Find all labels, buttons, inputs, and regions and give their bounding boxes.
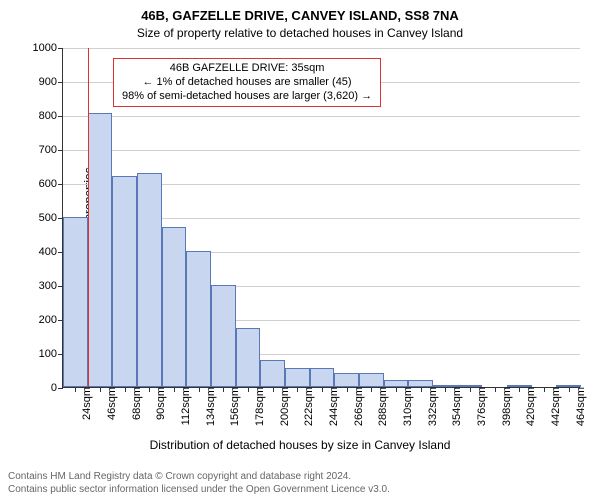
histogram-bar [408,380,433,387]
annotation-line-2: ← 1% of detached houses are smaller (45) [122,76,372,90]
histogram-bar [384,380,409,387]
x-tick-mark [347,387,348,392]
x-tick-mark [223,387,224,392]
x-tick-label: 420sqm [523,387,537,426]
x-tick-label: 464sqm [573,387,587,426]
histogram-bar [88,113,113,387]
x-tick-label: 134sqm [203,387,217,426]
x-tick-label: 68sqm [129,387,143,420]
x-tick-mark [519,387,520,392]
x-tick-mark [273,387,274,392]
x-tick-label: 398sqm [499,387,513,426]
y-tick-label: 800 [39,110,63,122]
y-tick-label: 1000 [33,42,63,54]
histogram-bar [186,251,211,387]
y-tick-label: 500 [39,212,63,224]
x-tick-label: 112sqm [178,387,192,425]
x-tick-mark [445,387,446,392]
x-tick-label: 156sqm [227,387,241,426]
x-tick-mark [470,387,471,392]
x-tick-mark [495,387,496,392]
x-tick-label: 46sqm [104,387,118,420]
histogram-bar [359,373,384,387]
histogram-bar [260,360,285,387]
x-tick-label: 266sqm [351,387,365,426]
x-axis-label: Distribution of detached houses by size … [0,438,600,452]
x-tick-mark [149,387,150,392]
y-tick-label: 400 [39,246,63,258]
x-tick-mark [199,387,200,392]
chart-subtitle: Size of property relative to detached ho… [0,26,600,40]
y-tick-label: 900 [39,76,63,88]
y-tick-label: 200 [39,314,63,326]
x-tick-label: 222sqm [301,387,315,426]
x-tick-mark [125,387,126,392]
annotation-box: 46B GAFZELLE DRIVE: 35sqm ← 1% of detach… [113,58,381,107]
histogram-bar [63,217,88,387]
reference-line [88,48,89,387]
y-tick-label: 700 [39,144,63,156]
y-tick-label: 100 [39,348,63,360]
x-tick-label: 310sqm [400,387,414,426]
histogram-bar [285,368,310,387]
annotation-line-1: 46B GAFZELLE DRIVE: 35sqm [122,62,372,76]
x-tick-label: 178sqm [252,387,266,426]
x-tick-mark [371,387,372,392]
x-tick-mark [100,387,101,392]
x-tick-mark [75,387,76,392]
histogram-bar [211,285,236,387]
histogram-bar [236,328,261,388]
x-tick-mark [396,387,397,392]
y-tick-label: 600 [39,178,63,190]
x-tick-label: 332sqm [425,387,439,426]
x-tick-label: 288sqm [375,387,389,426]
x-tick-mark [322,387,323,392]
histogram-bar [137,173,162,387]
footer-attribution: Contains HM Land Registry data © Crown c… [8,471,592,496]
x-tick-label: 376sqm [474,387,488,426]
x-tick-mark [174,387,175,392]
x-tick-label: 200sqm [277,387,291,426]
gridline-h [63,48,580,49]
gridline-h [63,150,580,151]
gridline-h [63,116,580,117]
x-tick-label: 90sqm [153,387,167,420]
annotation-line-3: 98% of semi-detached houses are larger (… [122,90,372,104]
x-tick-label: 24sqm [79,387,93,420]
histogram-bar [334,373,359,387]
histogram-bar [112,176,137,387]
x-tick-mark [297,387,298,392]
histogram-bar [162,227,187,387]
y-tick-label: 0 [51,382,63,394]
plot-area: 0100200300400500600700800900100024sqm46s… [62,48,580,388]
footer-line-1: Contains HM Land Registry data © Crown c… [8,471,592,484]
histogram-bar [310,368,335,387]
x-tick-mark [248,387,249,392]
histogram-chart: 46B, GAFZELLE DRIVE, CANVEY ISLAND, SS8 … [0,0,600,500]
x-tick-label: 354sqm [449,387,463,426]
x-tick-mark [544,387,545,392]
x-tick-mark [569,387,570,392]
x-tick-label: 442sqm [548,387,562,426]
y-tick-label: 300 [39,280,63,292]
x-tick-label: 244sqm [326,387,340,426]
footer-line-2: Contains public sector information licen… [8,484,592,497]
x-tick-mark [421,387,422,392]
chart-title: 46B, GAFZELLE DRIVE, CANVEY ISLAND, SS8 … [0,8,600,23]
